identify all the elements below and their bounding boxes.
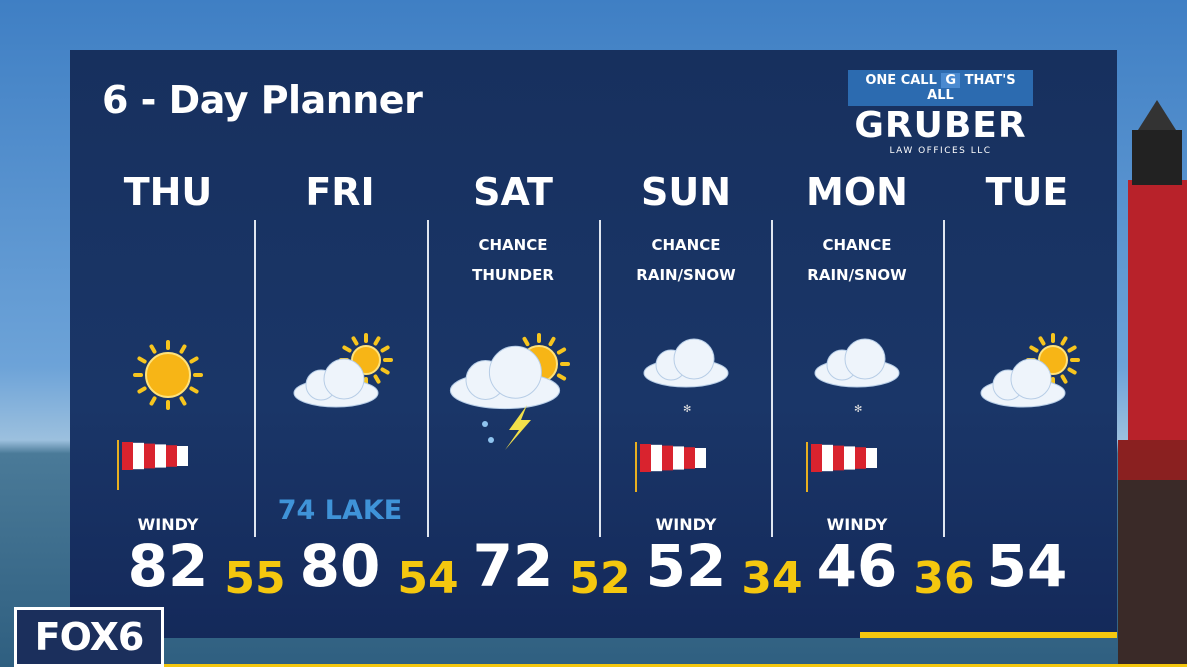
- lower-third-line: [164, 664, 1187, 667]
- day-column-thu: THU WINDY 82: [82, 170, 254, 600]
- lighthouse-image: [1118, 100, 1187, 667]
- station-logo: FOX6: [14, 607, 164, 667]
- day-name: MON: [806, 170, 908, 214]
- high-temp: 72: [472, 532, 554, 600]
- condition-line-2: RAIN/SNOW: [807, 266, 907, 284]
- column-divider: [771, 220, 773, 537]
- day-name: SAT: [473, 170, 553, 214]
- high-temp: 82: [127, 532, 209, 600]
- low-temp: 36: [913, 553, 975, 604]
- partly-cloudy-icon: [293, 333, 393, 408]
- column-divider: [427, 220, 429, 537]
- low-temp: 52: [569, 553, 631, 604]
- day-name: FRI: [305, 170, 375, 214]
- condition-line-1: CHANCE: [822, 236, 892, 254]
- column-divider: [943, 220, 945, 537]
- cloud-snow-icon: ✻: [635, 338, 729, 492]
- wind-label: WINDY: [137, 515, 199, 534]
- day-column-sun: SUN CHANCE RAIN/SNOW ✻ WINDY 52: [600, 170, 772, 600]
- column-divider: [599, 220, 601, 537]
- svg-text:✻: ✻: [854, 404, 862, 415]
- low-temp: 55: [224, 553, 286, 604]
- condition-text: [254, 230, 426, 290]
- sponsor-name: GRUBER: [854, 105, 1027, 146]
- shield-icon: G: [941, 73, 961, 88]
- day-column-mon: MON CHANCE RAIN/SNOW ✻ WINDY 46: [771, 170, 943, 600]
- page-title: 6 - Day Planner: [102, 78, 423, 122]
- sponsor-tagline: ONE CALL G THAT'S ALL: [848, 70, 1033, 106]
- high-temp: 54: [986, 532, 1068, 600]
- cloud-snow-icon: ✻: [806, 338, 900, 492]
- svg-text:✻: ✻: [683, 404, 691, 415]
- condition-line-2: THUNDER: [472, 266, 554, 284]
- day-name: THU: [123, 170, 213, 214]
- condition-text: CHANCE RAIN/SNOW: [600, 230, 772, 290]
- day-column-sat: SAT CHANCE THUNDER 72: [427, 170, 599, 600]
- condition-text: [82, 230, 254, 290]
- column-divider: [254, 220, 256, 537]
- sponsor-logo: ONE CALL G THAT'S ALL GRUBER LAW OFFICES…: [848, 70, 1033, 156]
- day-name: SUN: [640, 170, 732, 214]
- partly-cloudy-icon: [980, 333, 1080, 408]
- day-column-tue: TUE 54: [941, 170, 1113, 600]
- wind-label: WINDY: [655, 515, 717, 534]
- wind-label: WINDY: [826, 515, 888, 534]
- lake-temp: 74 LAKE: [277, 495, 403, 526]
- condition-line-1: CHANCE: [478, 236, 548, 254]
- tagline-left: ONE CALL: [865, 73, 937, 88]
- station-name: FOX6: [17, 610, 161, 664]
- tagline-right: THAT'S ALL: [927, 73, 1016, 103]
- condition-line-2: RAIN/SNOW: [636, 266, 736, 284]
- sponsor-sub: LAW OFFICES LLC: [889, 146, 992, 156]
- low-temp: 54: [397, 553, 459, 604]
- high-temp: 46: [816, 532, 898, 600]
- condition-text: [941, 230, 1113, 290]
- condition-text: CHANCE RAIN/SNOW: [771, 230, 943, 290]
- high-temp: 52: [645, 532, 727, 600]
- forecast-panel: 6 - Day Planner ONE CALL G THAT'S ALL GR…: [70, 50, 1117, 638]
- high-temp: 80: [299, 532, 381, 600]
- day-name: TUE: [985, 170, 1069, 214]
- sunny-icon: [117, 340, 203, 490]
- day-column-fri: FRI 74 LAKE 80: [254, 170, 426, 600]
- thunderstorm-icon: [449, 333, 570, 450]
- low-temp: 34: [741, 553, 803, 604]
- condition-line-1: CHANCE: [651, 236, 721, 254]
- condition-text: CHANCE THUNDER: [427, 230, 599, 290]
- accent-bar: [860, 632, 1117, 638]
